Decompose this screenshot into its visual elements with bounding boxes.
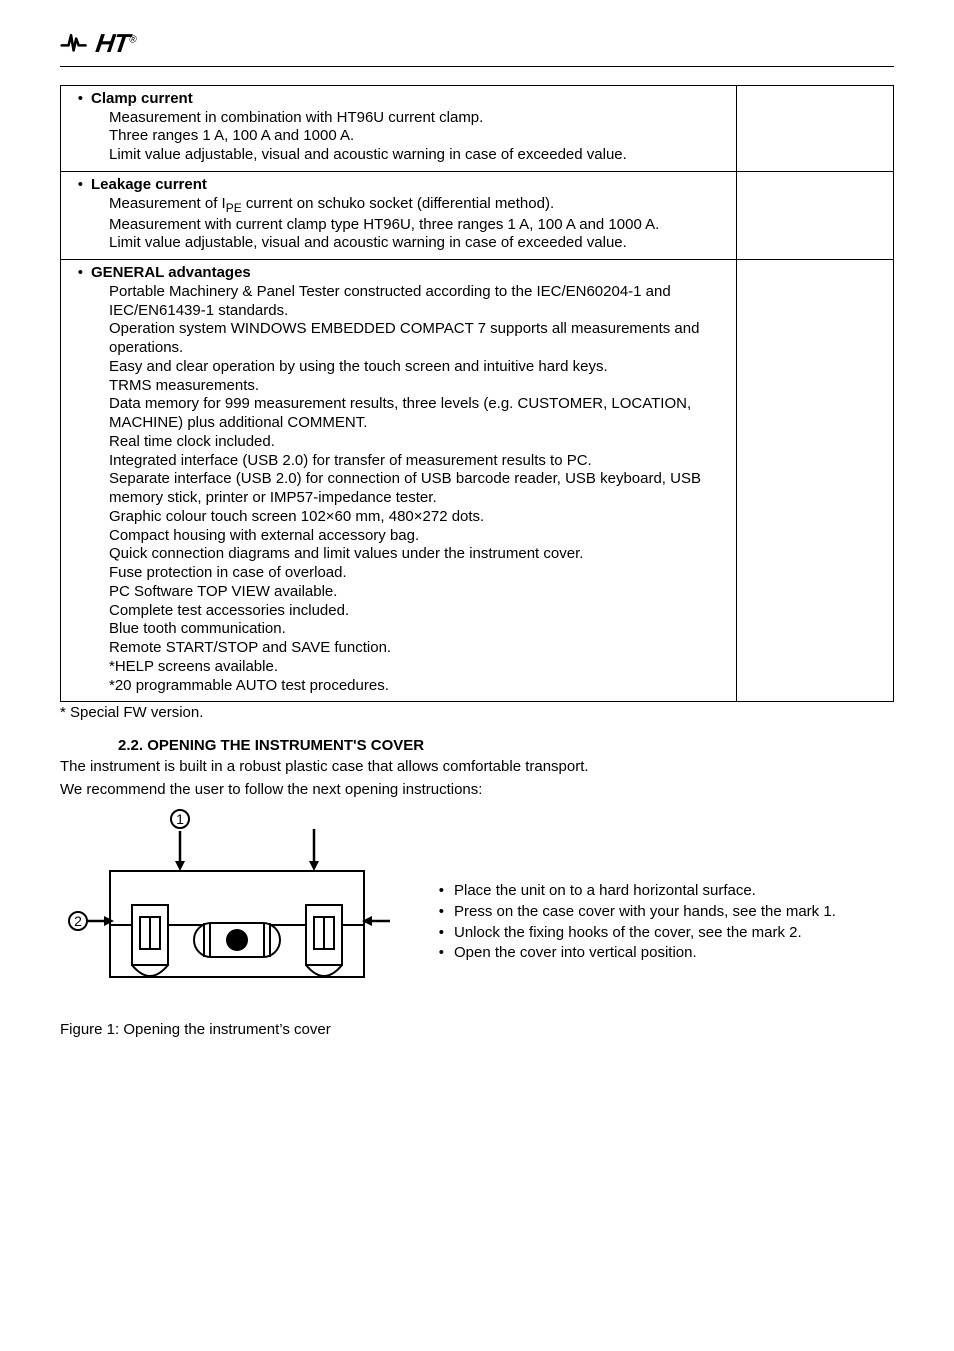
brand-reg: ® bbox=[128, 34, 136, 45]
brand-logo: HT® bbox=[60, 30, 135, 56]
row-lines: Portable Machinery & Panel Tester constr… bbox=[69, 283, 728, 696]
row-line: Blue tooth communication. bbox=[109, 620, 728, 639]
page-header: HT® bbox=[60, 30, 894, 67]
row-line: Data memory for 999 measurement results,… bbox=[109, 395, 728, 433]
bullet-dot: • bbox=[69, 176, 83, 195]
figure-wrap: 1 bbox=[60, 805, 400, 1040]
table-cell-aux bbox=[737, 85, 894, 171]
row-line: Real time clock included. bbox=[109, 433, 728, 452]
right-latch bbox=[306, 905, 342, 976]
row-line: Three ranges 1 A, 100 A and 1000 A. bbox=[109, 127, 728, 146]
bullet-dot: • bbox=[69, 90, 83, 109]
right-bullet: Open the cover into vertical position. bbox=[454, 944, 894, 963]
mark2-label: 2 bbox=[74, 913, 82, 929]
right-bullet: Unlock the fixing hooks of the cover, se… bbox=[454, 924, 894, 943]
figure-row: 1 bbox=[60, 805, 894, 1040]
row-line: Graphic colour touch screen 102×60 mm, 4… bbox=[109, 508, 728, 527]
right-bullet: Place the unit on to a hard horizontal s… bbox=[454, 882, 894, 901]
table-row: • Clamp current Measurement in combinati… bbox=[61, 85, 894, 171]
section-number: 2.2. bbox=[118, 737, 143, 754]
intro-line: The instrument is built in a robust plas… bbox=[60, 758, 894, 777]
row-title: GENERAL advantages bbox=[91, 264, 251, 281]
bullet-dot: • bbox=[69, 264, 83, 283]
row-line: Measurement in combination with HT96U cu… bbox=[109, 109, 728, 128]
right-bullets: •Place the unit on to a hard horizontal … bbox=[430, 880, 894, 965]
row-title: Leakage current bbox=[91, 176, 207, 193]
section-title: OPENING THE INSTRUMENT'S COVER bbox=[147, 737, 424, 754]
row-line: Remote START/STOP and SAVE function. bbox=[109, 639, 728, 658]
row-line: Measurement with current clamp type HT96… bbox=[109, 216, 728, 235]
table-row: • Leakage current Measurement of IPE cur… bbox=[61, 171, 894, 259]
table-row: • GENERAL advantages Portable Machinery … bbox=[61, 260, 894, 702]
table-cell-aux bbox=[737, 171, 894, 259]
pulse-icon bbox=[60, 30, 94, 54]
handle bbox=[194, 923, 280, 957]
row-line: *20 programmable AUTO test procedures. bbox=[109, 677, 728, 696]
row-line: Compact housing with external accessory … bbox=[109, 527, 728, 546]
row-line: *HELP screens available. bbox=[109, 658, 728, 677]
row-line: Separate interface (USB 2.0) for connect… bbox=[109, 470, 728, 508]
instrument-diagram: 1 bbox=[60, 805, 400, 1015]
row-line: Complete test accessories included. bbox=[109, 602, 728, 621]
page: HT® • Clamp current Measureme bbox=[0, 0, 954, 1351]
table-cell-aux bbox=[737, 260, 894, 702]
table-cell-main: • Leakage current Measurement of IPE cur… bbox=[61, 171, 737, 259]
row-line: PC Software TOP VIEW available. bbox=[109, 583, 728, 602]
row-line: Limit value adjustable, visual and acous… bbox=[109, 146, 728, 165]
brand-text-value: HT bbox=[94, 28, 131, 58]
row-line: Easy and clear operation by using the to… bbox=[109, 358, 728, 377]
row-line: Limit value adjustable, visual and acous… bbox=[109, 234, 728, 253]
row-line: Measurement of IPE current on schuko soc… bbox=[109, 195, 728, 216]
row-line: Quick connection diagrams and limit valu… bbox=[109, 545, 728, 564]
feature-table: • Clamp current Measurement in combinati… bbox=[60, 85, 894, 703]
footnote: * Special FW version. bbox=[60, 704, 894, 723]
brand-text: HT® bbox=[94, 30, 137, 56]
row-lines: Measurement of IPE current on schuko soc… bbox=[69, 195, 728, 254]
mark1-label: 1 bbox=[176, 811, 184, 827]
table-cell-main: • GENERAL advantages Portable Machinery … bbox=[61, 260, 737, 702]
row-line: Integrated interface (USB 2.0) for trans… bbox=[109, 452, 728, 471]
row-title: Clamp current bbox=[91, 90, 193, 107]
figure-caption: Figure 1: Opening the instrument’s cover bbox=[60, 1021, 400, 1040]
row-line: TRMS measurements. bbox=[109, 377, 728, 396]
row-line: Fuse protection in case of overload. bbox=[109, 564, 728, 583]
row-line: Operation system WINDOWS EMBEDDED COMPAC… bbox=[109, 320, 728, 358]
table-cell-main: • Clamp current Measurement in combinati… bbox=[61, 85, 737, 171]
left-latch bbox=[132, 905, 168, 976]
row-lines: Measurement in combination with HT96U cu… bbox=[69, 109, 728, 165]
section-heading: 2.2. OPENING THE INSTRUMENT'S COVER bbox=[118, 737, 894, 756]
right-bullet: Press on the case cover with your hands,… bbox=[454, 903, 894, 922]
row-line: Portable Machinery & Panel Tester constr… bbox=[109, 283, 728, 321]
intro-line: We recommend the user to follow the next… bbox=[60, 781, 894, 800]
